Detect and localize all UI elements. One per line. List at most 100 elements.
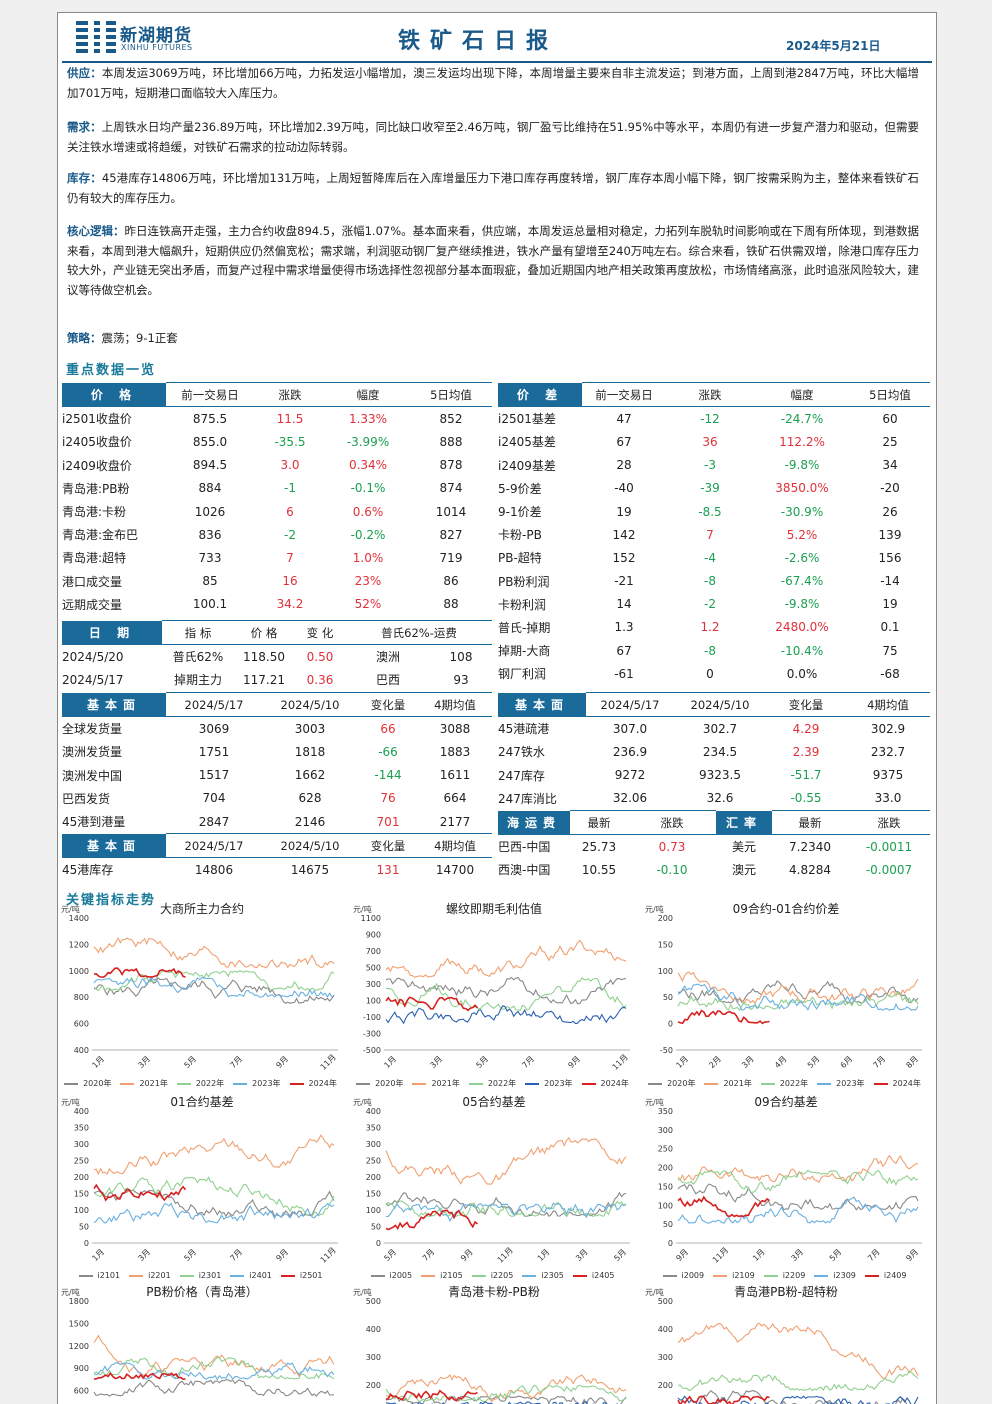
column-header: 价 差: [498, 382, 582, 407]
table-cell: -51.7: [790, 768, 822, 783]
column-header: 普氏62%-运费: [346, 619, 492, 646]
table-cell: 888: [439, 434, 463, 449]
legend-item: 2022年: [760, 1078, 811, 1089]
table-cell: 28: [616, 458, 632, 473]
y-tick-label: 400: [74, 1046, 89, 1055]
table-cell: 7.2340: [789, 839, 831, 854]
column-header: 基本面: [498, 692, 586, 717]
legend-label: 2024年: [892, 1079, 921, 1088]
table-cell: -3: [704, 458, 716, 473]
table-cell: 1662: [294, 768, 326, 783]
table-cell: 156: [878, 550, 902, 565]
legend-label: i2205: [490, 1271, 514, 1280]
series-line: [385, 1202, 627, 1223]
table-cell: 86: [443, 574, 459, 589]
legend-item: i2501: [280, 1271, 326, 1280]
y-tick-label: 100: [658, 1201, 673, 1210]
legend-label: 2023年: [252, 1079, 281, 1088]
legend-label: 2020年: [667, 1079, 696, 1088]
para-text: 昨日连铁高开走强，主力合约收盘894.5，涨幅1.07%。基本面来看，供应端，本…: [67, 224, 920, 297]
table-cell: -10.4%: [780, 643, 824, 658]
table-cell: 1.3: [614, 620, 634, 635]
legend-item: 2020年: [356, 1078, 406, 1089]
legend-swatch: [704, 1082, 719, 1085]
row-label: i2405基差: [498, 435, 556, 450]
row-label: 澳元: [731, 863, 756, 878]
report-header: 新湖期货 XINHU FUTURES 铁矿石日报 2024年5月21日: [58, 13, 936, 63]
column-header: 2024/5/10: [674, 691, 766, 718]
column-header: 基本面: [62, 692, 166, 717]
chart-legend: 2020年 2021年 2022年 2023年 2024年: [350, 1078, 638, 1089]
chart-plot: 0 50 100 150 200 250 300 350 9月 11月 1月 3月 5月 7月 9月: [658, 1107, 922, 1265]
column-header: 涨跌: [628, 809, 716, 836]
legend-label: 2021年: [723, 1079, 752, 1088]
chart-title: 青岛港PB粉-超特粉: [734, 1285, 838, 1299]
y-tick-label: 350: [658, 1107, 673, 1116]
x-tick-label: 11月: [319, 1053, 338, 1072]
table-cell: -2: [704, 597, 716, 612]
table-row: 5-9价差 -40 -39 3850.0% -20: [498, 477, 930, 500]
table-row: 巴西发货 704 628 76 664: [62, 787, 492, 810]
table-cell: -30.9%: [780, 504, 824, 519]
column-header: 价 格: [62, 382, 166, 407]
table-row: 掉期-大商 67 -8 -10.4% 75: [498, 639, 930, 662]
legend-label: i2301: [198, 1271, 222, 1280]
x-tick-label: 8月: [904, 1054, 920, 1070]
table-header-row: 基本面 2024/5/17 2024/5/10 变化量 4期均值: [498, 691, 930, 718]
series-line: [385, 1384, 627, 1403]
legend-item: i2009: [662, 1271, 708, 1280]
legend-swatch: [817, 1082, 832, 1085]
series-line: [93, 977, 335, 1004]
series-line: [385, 1200, 627, 1218]
table-cell: 2.39: [792, 744, 820, 759]
table-cell: -68: [880, 666, 900, 681]
row-label: 巴西发货: [62, 791, 111, 806]
table-cell: -12: [700, 411, 720, 426]
x-tick-label: 3月: [136, 1054, 152, 1070]
table-cell: 152: [612, 550, 636, 565]
table-row: 青岛港:金布巴 836 -2 -0.2% 827: [62, 523, 492, 546]
table-row: i2405基差 67 36 112.2% 25: [498, 430, 930, 453]
table-cell: 34: [882, 458, 898, 473]
table-cell: 1818: [294, 744, 326, 759]
chart-title: 大商所主力合约: [159, 902, 244, 916]
table-cell: 100.1: [192, 597, 228, 612]
legend-swatch: [421, 1274, 436, 1277]
y-tick-label: 0: [84, 1239, 89, 1248]
y-tick-label: 350: [74, 1124, 89, 1133]
table-cell: 108: [449, 649, 473, 664]
y-tick-label: 600: [74, 1020, 89, 1029]
legend-label: 2024年: [308, 1079, 337, 1088]
column-header: 4期均值: [846, 691, 930, 718]
table-cell: 32.6: [706, 791, 734, 806]
chart-unit-label: 元/吨: [645, 905, 664, 914]
logo-text-cn: 新湖期货: [120, 26, 192, 46]
fundamentals-shipment-table: 基本面 2024/5/17 2024/5/10 变化量 4期均值 全球发货量 3069 300…: [62, 691, 492, 833]
legend-item: 2022年: [468, 1078, 519, 1089]
table-cell: 112.2%: [779, 434, 825, 449]
table-header-row: 日 期指 标价 格变 化普氏62%-运费: [62, 619, 492, 646]
y-tick-label: 100: [74, 1206, 89, 1215]
table-row: 45港库存 14806 14675 131 14700: [62, 858, 492, 882]
para-text: 本周发运3069万吨，环比增加66万吨，力拓发运小幅增加，澳三发运均出现下降，本…: [67, 66, 919, 100]
key-trends-heading: 关键指标走势: [66, 893, 157, 908]
table-cell: 10.55: [581, 862, 617, 877]
column-header: 4期均值: [418, 691, 492, 718]
table-cell: -1: [284, 481, 296, 496]
row-label: 巴西-中国: [498, 840, 551, 855]
table-cell: 1.0%: [352, 550, 384, 565]
legend-swatch: [471, 1274, 486, 1277]
series-line: [677, 1195, 770, 1218]
legend-label: 2021年: [431, 1079, 460, 1088]
x-tick-label: 7月: [228, 1054, 244, 1070]
column-header: 最新: [570, 809, 628, 836]
legend-item: 2023年: [817, 1078, 867, 1089]
table-cell: -8: [704, 574, 716, 589]
row-label: 澳洲发货量: [62, 745, 123, 760]
table-cell: 1611: [439, 768, 471, 783]
table-cell: 47: [616, 411, 632, 426]
row-label: 钢厂利润: [498, 667, 547, 682]
y-tick-label: 250: [658, 1145, 673, 1154]
x-tick-label: 9月: [274, 1247, 290, 1263]
